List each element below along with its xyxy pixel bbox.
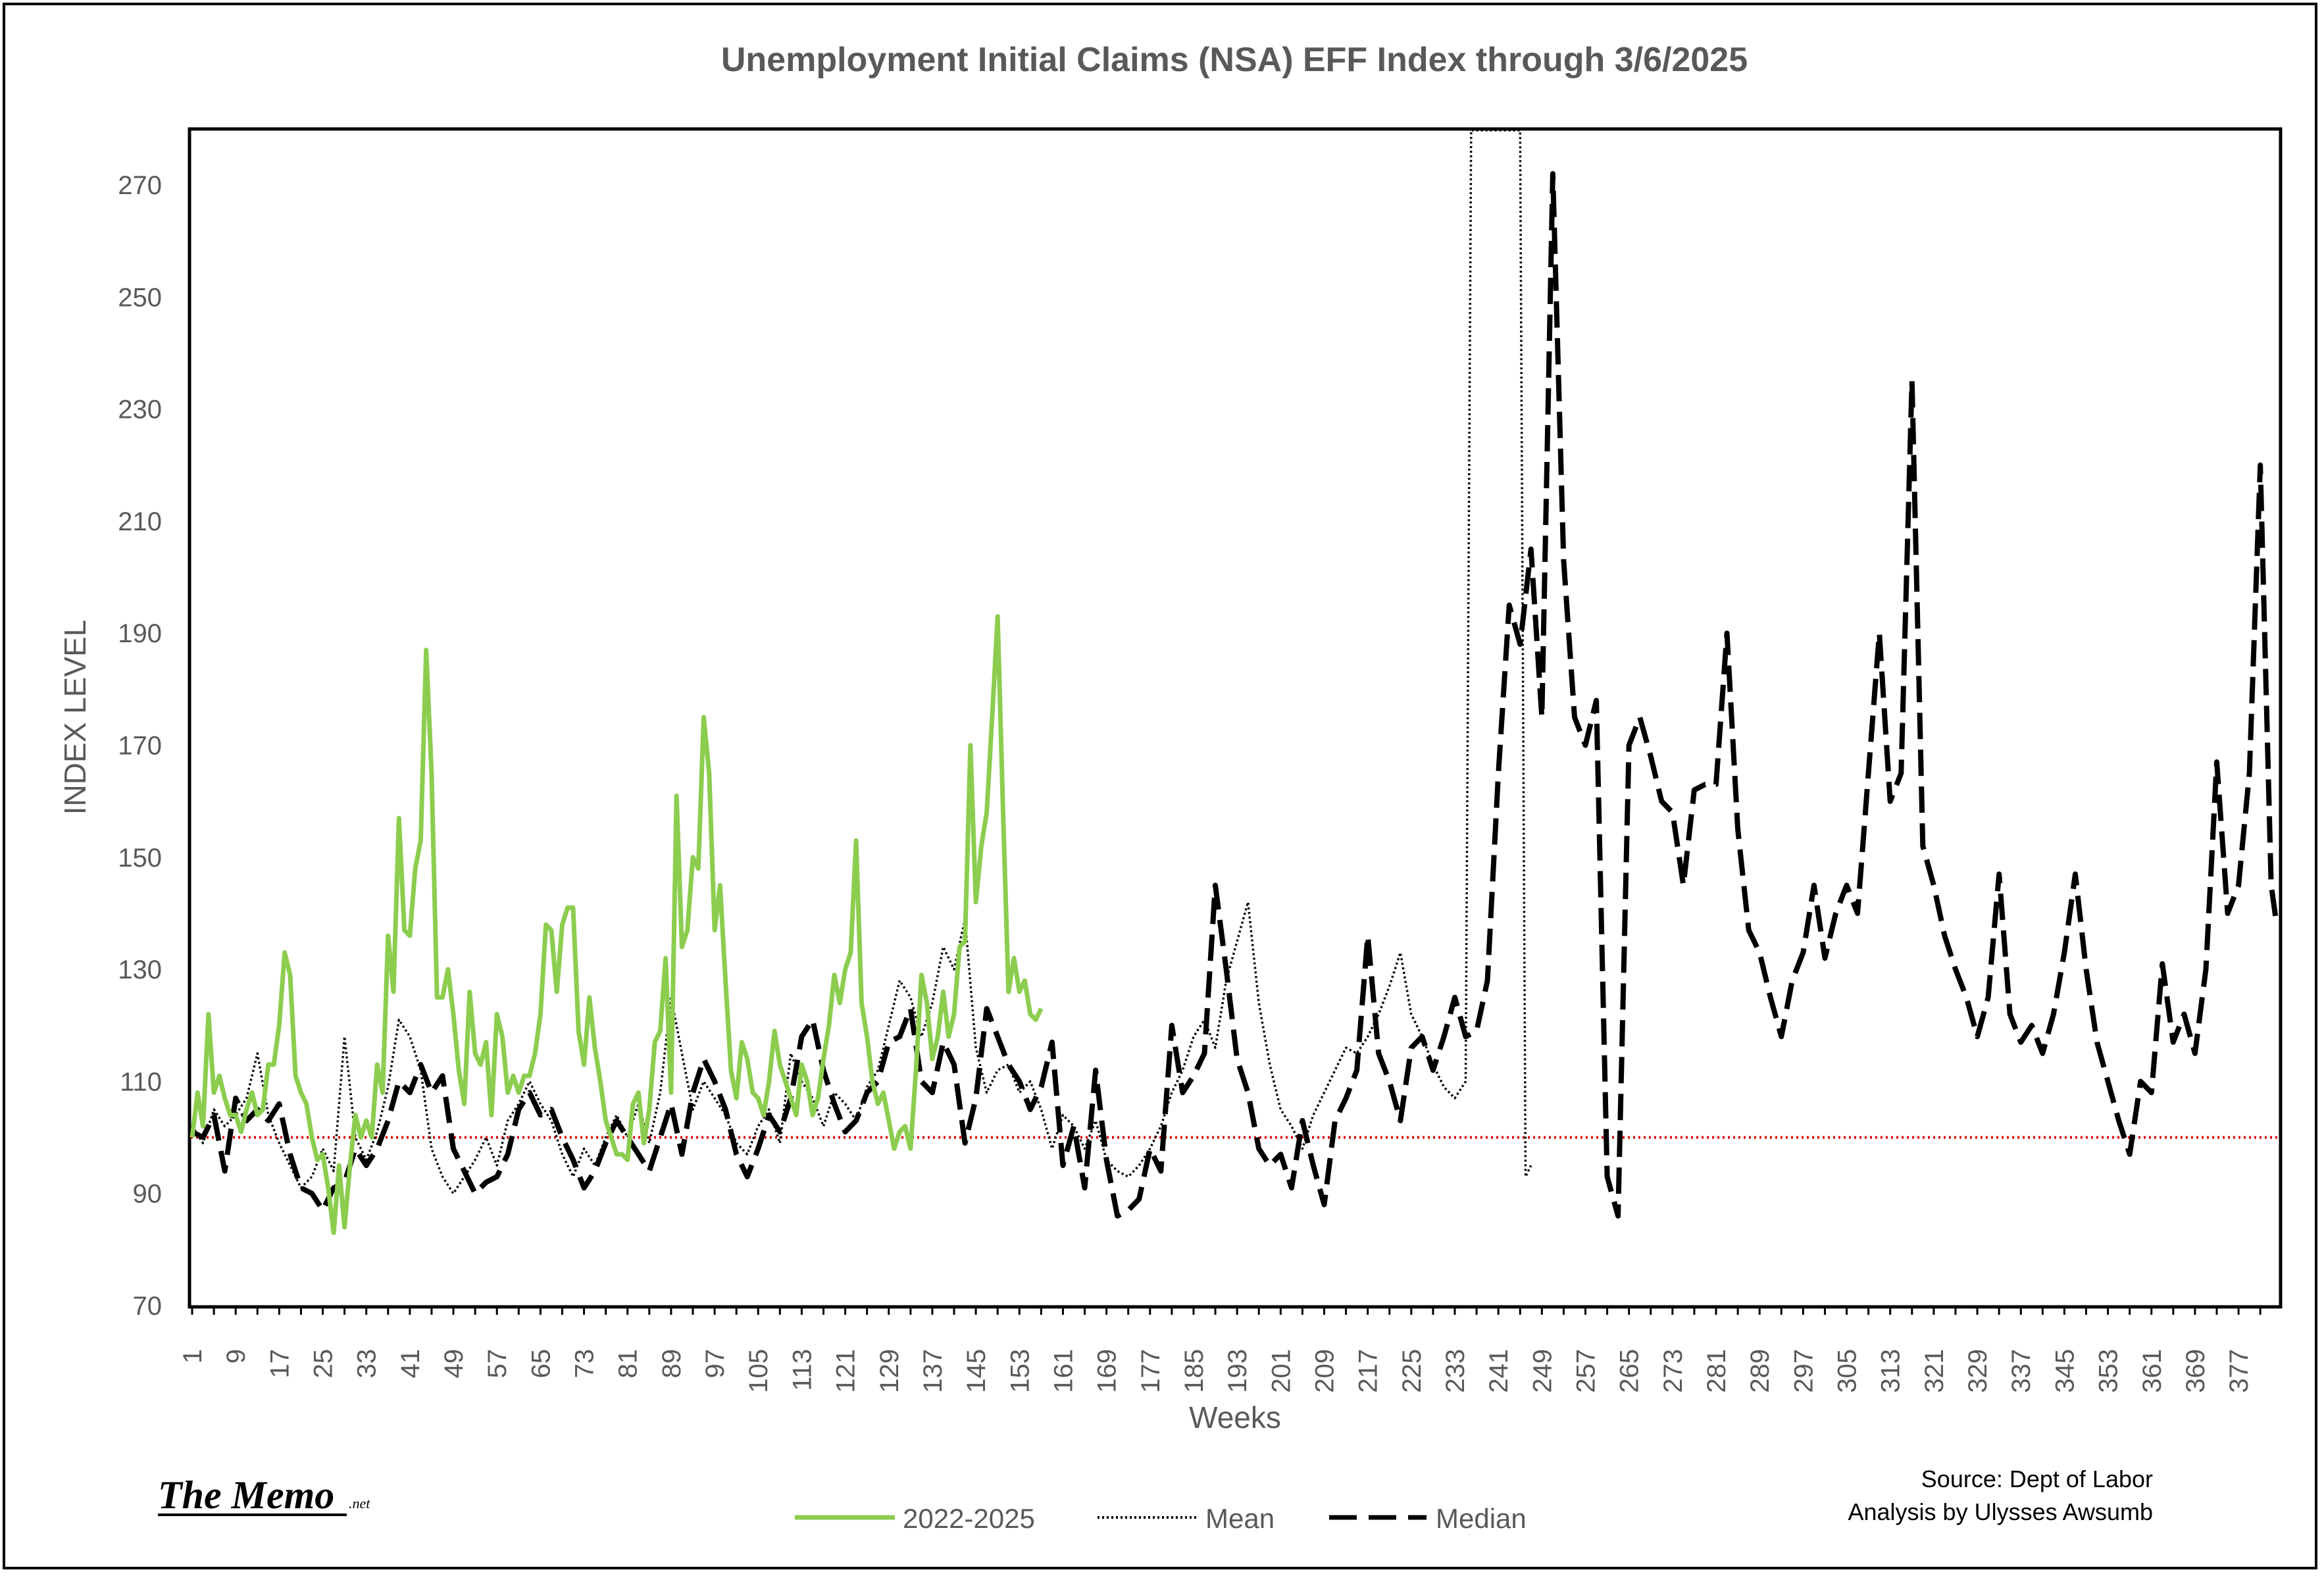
- logo-suffix: .net: [349, 1495, 370, 1512]
- x-tick-label: 121: [832, 1349, 861, 1393]
- y-tick-label: 130: [118, 955, 162, 984]
- y-axis-title: INDEX LEVEL: [58, 620, 92, 815]
- legend: 2022-2025 Mean Median: [795, 1503, 1527, 1534]
- x-tick-label: 217: [1354, 1349, 1383, 1393]
- x-tick-label: 361: [2138, 1349, 2167, 1393]
- legend-label-median: Median: [1436, 1503, 1527, 1534]
- legend-label-2022-2025: 2022-2025: [903, 1503, 1035, 1534]
- logo: The Memo .net: [158, 1473, 370, 1517]
- x-tick-label: 137: [919, 1349, 947, 1393]
- x-tick-label: 225: [1398, 1349, 1427, 1393]
- x-tick-label: 129: [875, 1349, 904, 1393]
- x-tick-label: 25: [309, 1349, 338, 1379]
- x-tick-label: 273: [1659, 1349, 1688, 1393]
- x-tick-label: 377: [2225, 1349, 2254, 1393]
- y-tick-label: 230: [118, 395, 162, 424]
- x-tick-label: 145: [962, 1349, 991, 1393]
- x-tick-label: 201: [1267, 1349, 1296, 1393]
- x-tick-label: 17: [265, 1349, 294, 1379]
- x-tick-label: 1: [178, 1349, 207, 1363]
- source-line-1: Source: Dept of Labor: [1921, 1465, 2153, 1492]
- x-tick-label: 329: [1963, 1349, 1992, 1393]
- y-tick-label: 170: [118, 732, 162, 761]
- x-tick-label: 209: [1310, 1349, 1339, 1393]
- x-tick-label: 169: [1093, 1349, 1122, 1393]
- x-tick-label: 73: [570, 1349, 599, 1379]
- y-tick-label: 210: [118, 507, 162, 536]
- x-tick-label: 305: [1833, 1349, 1862, 1393]
- x-tick-label: 281: [1702, 1349, 1731, 1393]
- x-tick-label: 233: [1441, 1349, 1470, 1393]
- x-tick-label: 337: [2007, 1349, 2036, 1393]
- x-tick-label: 257: [1572, 1349, 1601, 1393]
- x-tick-label: 313: [1877, 1349, 1906, 1393]
- x-tick-label: 249: [1528, 1349, 1557, 1393]
- x-tick-label: 41: [396, 1349, 425, 1379]
- y-tick-label: 270: [118, 171, 162, 200]
- x-axis-ticks: 1 9 17 25 33 41 49 57 65 73 81 89 97 105 113 121 129 137 1…: [178, 1306, 2261, 1393]
- x-tick-label: 369: [2181, 1349, 2210, 1393]
- y-tick-label: 190: [118, 619, 162, 648]
- series-line-2022-2025: [189, 614, 1044, 1235]
- x-tick-label: 65: [526, 1349, 555, 1379]
- y-tick-label: 110: [120, 1067, 162, 1096]
- x-tick-label: 9: [222, 1349, 251, 1363]
- x-tick-label: 289: [1746, 1349, 1775, 1393]
- x-tick-label: 89: [657, 1349, 686, 1379]
- legend-label-mean: Mean: [1205, 1503, 1275, 1534]
- x-tick-label: 297: [1789, 1349, 1818, 1393]
- y-tick-label: 250: [118, 283, 162, 312]
- x-tick-label: 177: [1136, 1349, 1165, 1393]
- series-line-median: [191, 171, 2279, 1219]
- series-group: [189, 129, 2279, 1235]
- x-tick-label: 321: [1920, 1349, 1949, 1393]
- series-line-mean: [191, 129, 1532, 1195]
- x-tick-label: 49: [440, 1349, 468, 1379]
- x-tick-label: 185: [1180, 1349, 1209, 1393]
- y-tick-label: 70: [133, 1292, 163, 1321]
- y-axis-ticks: 70 90 110 130 150 170 190 210 230 250 270: [118, 171, 162, 1321]
- x-tick-label: 153: [1005, 1349, 1034, 1393]
- y-tick-label: 90: [133, 1180, 163, 1209]
- source-line-2: Analysis by Ulysses Awsumb: [1848, 1498, 2154, 1525]
- x-tick-label: 265: [1615, 1349, 1644, 1393]
- x-tick-label: 105: [744, 1349, 773, 1393]
- x-tick-label: 161: [1049, 1349, 1078, 1393]
- x-axis-title: Weeks: [1189, 1400, 1281, 1435]
- chart-title: Unemployment Initial Claims (NSA) EFF In…: [721, 41, 1748, 79]
- y-tick-label: 150: [118, 844, 162, 873]
- x-tick-label: 193: [1223, 1349, 1252, 1393]
- x-tick-label: 33: [353, 1349, 382, 1379]
- x-tick-label: 81: [614, 1349, 643, 1379]
- plot-area: [188, 127, 2283, 1309]
- x-tick-label: 353: [2094, 1349, 2123, 1393]
- logo-text: The Memo: [158, 1473, 334, 1517]
- x-tick-label: 97: [701, 1349, 730, 1379]
- x-tick-label: 57: [483, 1349, 512, 1379]
- x-tick-label: 113: [788, 1349, 817, 1391]
- x-tick-label: 345: [2050, 1349, 2079, 1393]
- x-tick-label: 241: [1484, 1349, 1513, 1393]
